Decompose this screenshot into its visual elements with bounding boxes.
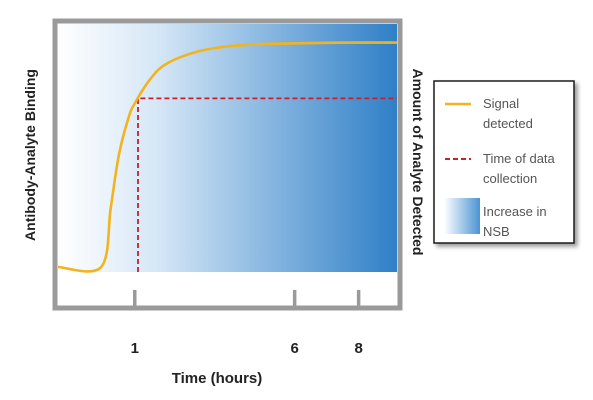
signal-detected-line [57,41,397,273]
x-tick-label: 1 [131,340,139,357]
data-collection-dashed-line [137,97,397,272]
y-axis-label-left: Antibody-Analyte Binding [22,69,38,241]
x-tick-label: 6 [290,340,298,357]
legend-swatch-nsb [444,198,480,234]
x-ticks: 1 6 8 [131,290,363,357]
legend-label: Time of data collection [483,151,556,186]
legend-entries: Signal detected Time of data collection Incr… [444,96,556,239]
series-layer [57,41,397,273]
legend: Signal detected Time of data collection Incr… [433,80,575,244]
y-axis-label-right: Amount of Analyte Detected [410,69,426,256]
legend-label: Signal detected [483,96,533,131]
axes-frame [52,18,403,311]
x-tick-label: 8 [354,340,362,357]
nsb-gradient-area [58,24,397,272]
legend-label: Increase in NSB [483,204,547,239]
x-axis-label: Time (hours) [172,370,263,387]
